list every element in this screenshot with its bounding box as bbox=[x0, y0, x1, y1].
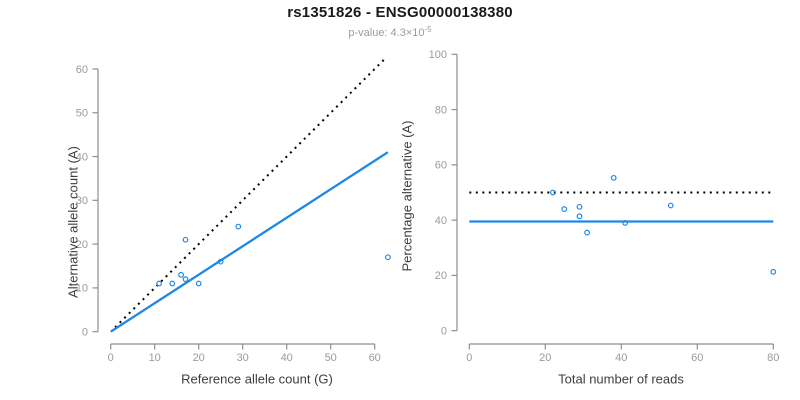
x-tick-label: 20 bbox=[193, 352, 205, 364]
y-tick-label: 20 bbox=[76, 239, 88, 251]
x-tick-label: 80 bbox=[767, 352, 779, 364]
y-tick-label: 60 bbox=[76, 64, 88, 76]
x-tick-label: 50 bbox=[325, 352, 337, 364]
data-point bbox=[235, 223, 242, 230]
data-point bbox=[182, 236, 189, 243]
left-plot: 0 10 20 30 40 50 60 0 10 20 30 40 50 60 bbox=[76, 57, 391, 364]
right-plot-xlabel: Total number of reads bbox=[558, 371, 684, 387]
y-tick-label: 60 bbox=[435, 160, 447, 172]
data-point bbox=[217, 258, 224, 265]
data-point bbox=[182, 276, 189, 283]
y-tick-label: 40 bbox=[435, 215, 447, 227]
x-tick-label: 0 bbox=[466, 352, 472, 364]
x-tick-label: 40 bbox=[281, 352, 293, 364]
y-tick-label: 40 bbox=[76, 151, 88, 163]
data-point bbox=[178, 271, 185, 278]
data-point bbox=[576, 203, 583, 210]
x-tick-label: 0 bbox=[108, 352, 114, 364]
y-tick-label: 0 bbox=[82, 327, 88, 339]
data-point bbox=[622, 220, 628, 226]
identity-50pct-line bbox=[114, 57, 387, 329]
pvalue-text: p-value: 4.3×10 bbox=[348, 27, 425, 39]
left-plot-xlabel: Reference allele count (G) bbox=[181, 371, 333, 387]
y-tick-label: 10 bbox=[76, 283, 88, 295]
y-tick-label: 80 bbox=[435, 104, 447, 116]
x-tick-label: 20 bbox=[539, 352, 551, 364]
y-tick-label: 100 bbox=[429, 49, 447, 61]
y-tick-label: 30 bbox=[76, 195, 88, 207]
y-tick-label: 50 bbox=[76, 108, 88, 120]
figure-subtitle: p-value: 4.3×10-5 bbox=[0, 25, 790, 39]
x-tick-label: 60 bbox=[369, 352, 381, 364]
y-tick-label: 0 bbox=[441, 326, 447, 338]
right-plot-ylabel: Percentage alternative (A) bbox=[399, 120, 415, 272]
data-point bbox=[156, 280, 163, 287]
data-point bbox=[584, 229, 590, 236]
data-point bbox=[576, 213, 583, 220]
right-plot: 0 20 40 60 80 0 20 40 60 80 100 bbox=[429, 49, 780, 364]
data-point bbox=[610, 174, 617, 181]
fitted-allelic-ratio-line bbox=[110, 151, 389, 333]
data-point bbox=[169, 280, 176, 287]
data-point bbox=[561, 206, 568, 212]
x-tick-label: 10 bbox=[149, 352, 161, 364]
pvalue-exponent: -5 bbox=[424, 25, 432, 34]
x-tick-label: 40 bbox=[615, 352, 627, 364]
left-plot-ylabel: Alternative allele count (A) bbox=[65, 146, 81, 298]
figure-title: rs1351826 - ENSG00000138380 bbox=[287, 4, 513, 21]
data-point bbox=[667, 202, 674, 209]
x-tick-label: 60 bbox=[691, 352, 703, 364]
data-point bbox=[195, 280, 202, 287]
y-tick-label: 20 bbox=[435, 270, 447, 282]
x-tick-label: 30 bbox=[237, 352, 249, 364]
data-point bbox=[550, 189, 556, 196]
data-point bbox=[770, 268, 777, 275]
data-point bbox=[385, 254, 391, 261]
